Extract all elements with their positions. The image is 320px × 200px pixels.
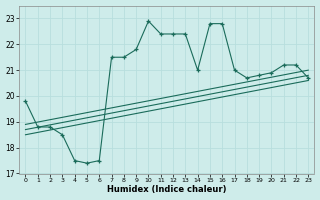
X-axis label: Humidex (Indice chaleur): Humidex (Indice chaleur) [107, 185, 227, 194]
